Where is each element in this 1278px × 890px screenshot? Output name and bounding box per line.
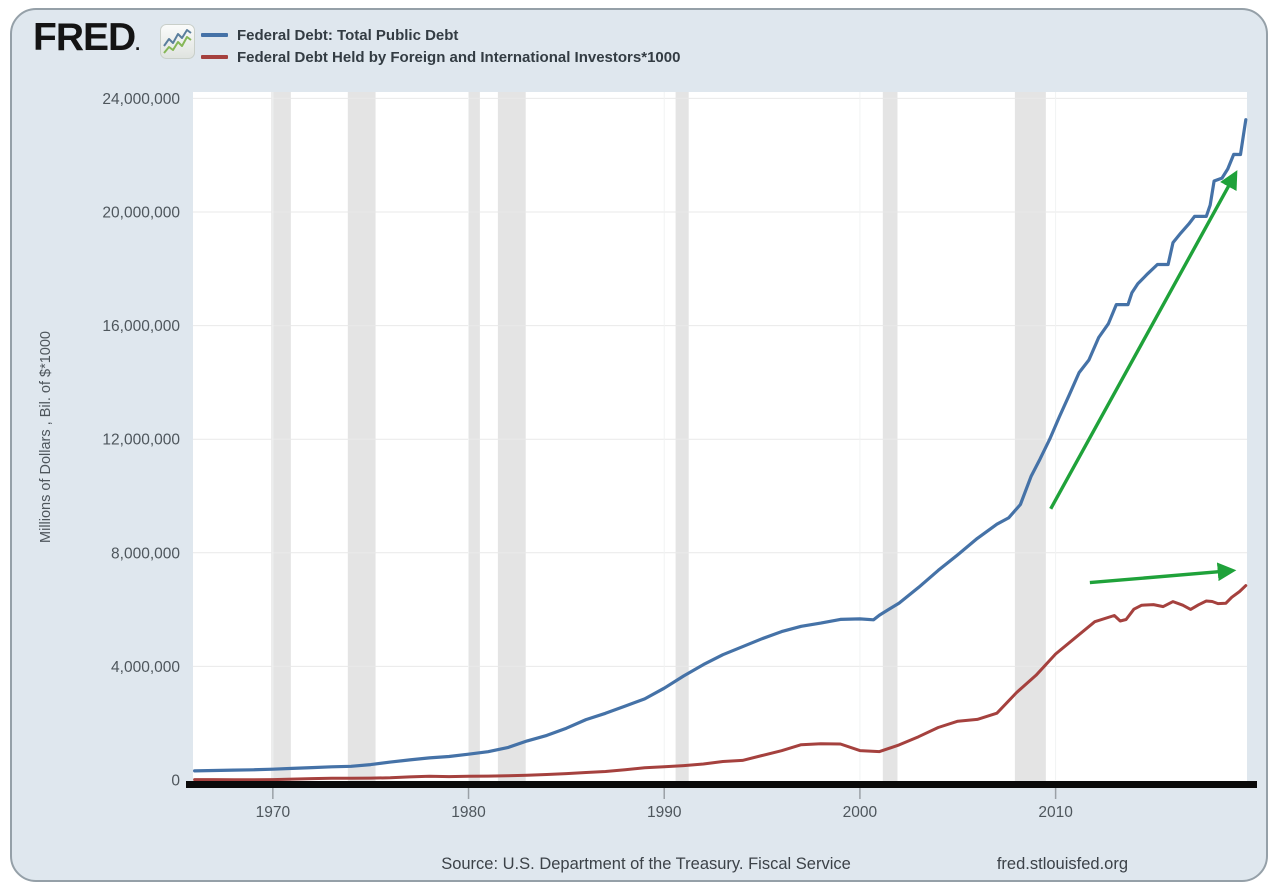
y-axis-title: Millions of Dollars , Bil. of $*1000: [38, 331, 54, 543]
total-public-debt-line: [193, 118, 1248, 773]
fred-logo-text: FRED: [33, 16, 136, 59]
fred-site-link[interactable]: fred.stlouisfed.org: [996, 855, 1128, 873]
legend-dash-red: [201, 55, 228, 59]
trend-arrow-flat: [1089, 562, 1237, 585]
y-tick-label: 8,000,000: [111, 545, 180, 562]
recession-band: [347, 92, 376, 782]
x-axis-line: [186, 781, 1257, 788]
x-tick-label: 2000: [843, 804, 878, 821]
recession-band: [675, 92, 689, 782]
legend-label: Federal Debt: Total Public Debt: [237, 26, 459, 44]
fred-logo: FRED.: [33, 16, 140, 60]
y-tick-label: 20,000,000: [102, 204, 180, 221]
y-tick-label: 12,000,000: [102, 432, 180, 449]
legend-item-total-public-debt: Federal Debt: Total Public Debt: [201, 24, 680, 46]
legend-item-foreign-held-debt: Federal Debt Held by Foreign and Interna…: [201, 46, 680, 68]
y-tick-label: 16,000,000: [102, 318, 180, 335]
legend-label: Federal Debt Held by Foreign and Interna…: [237, 48, 681, 66]
recession-band: [271, 92, 291, 782]
recession-band: [468, 92, 480, 782]
recession-band: [1014, 92, 1046, 782]
trend-arrow-steep: [1049, 170, 1238, 510]
y-tick-label: 4,000,000: [111, 659, 180, 676]
recession-band: [882, 92, 898, 782]
chart-legend: Federal Debt: Total Public Debt Federal …: [201, 24, 680, 68]
foreign-held-debt-line: [193, 584, 1248, 782]
x-tick-label: 1970: [256, 804, 291, 821]
fred-logo-registered-dot: .: [135, 34, 140, 54]
y-tick-label: 0: [171, 773, 180, 790]
recession-band: [497, 92, 526, 782]
x-tick-label: 1980: [451, 804, 486, 821]
source-text: Source: U.S. Department of the Treasury.…: [441, 855, 851, 873]
fred-sparkline-icon: [160, 24, 195, 59]
y-tick-label: 24,000,000: [102, 91, 180, 108]
x-tick-label: 2010: [1038, 804, 1073, 821]
x-tick-label: 1990: [647, 804, 682, 821]
legend-dash-blue: [201, 33, 228, 37]
